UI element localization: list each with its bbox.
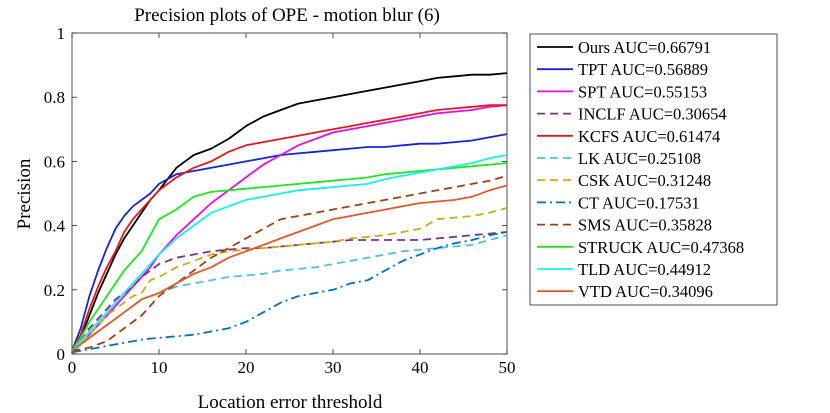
series-line-spt (71, 104, 508, 352)
series-line-kcfs (71, 104, 507, 352)
series-line-tpt (71, 133, 508, 352)
legend-label-vtd: VTD AUC=0.34096 (578, 282, 713, 301)
y-tick-label: 1 (57, 24, 66, 43)
legend-label-tld: TLD AUC=0.44912 (578, 260, 711, 279)
series-line-inclf (71, 231, 508, 352)
x-tick-label: 40 (412, 358, 429, 377)
y-tick-label: 0.8 (44, 88, 65, 107)
y-tick-label: 0 (57, 345, 66, 364)
x-axis-label: Location error threshold (198, 392, 383, 413)
series-line-tld (71, 154, 508, 352)
x-tick-label: 50 (499, 358, 516, 377)
series-line-ours (71, 72, 508, 352)
y-tick-label: 0.2 (44, 281, 65, 300)
legend-label-inclf: INCLF AUC=0.30654 (578, 105, 727, 124)
y-tick-label: 0.4 (44, 217, 66, 236)
legend-label-struck: STRUCK AUC=0.47368 (578, 238, 744, 257)
series-line-sms (71, 174, 508, 352)
y-axis-ticks: 0 0.2 0.4 0.6 0.8 1 (44, 24, 507, 364)
x-tick-label: 30 (325, 358, 342, 377)
plot-frame (71, 32, 508, 355)
series-line-struck (71, 162, 508, 352)
legend-label-spt: SPT AUC=0.55153 (578, 82, 707, 101)
x-axis-ticks: 0 10 20 30 40 50 (68, 33, 516, 377)
y-axis-label: Precision (14, 158, 35, 229)
legend-label-tpt: TPT AUC=0.56889 (578, 60, 708, 79)
series-line-csk (71, 207, 508, 352)
legend-label-ours: Ours AUC=0.66791 (578, 38, 711, 57)
series-layer (71, 72, 508, 354)
x-tick-label: 20 (238, 358, 255, 377)
legend: Ours AUC=0.66791 TPT AUC=0.56889 SPT AUC=0… (529, 33, 778, 306)
legend-label-kcfs: KCFS AUC=0.61474 (578, 127, 720, 146)
y-tick-label: 0.6 (44, 152, 65, 171)
x-tick-label: 0 (68, 358, 77, 377)
legend-label-sms: SMS AUC=0.35828 (578, 216, 712, 235)
legend-label-ct: CT AUC=0.17531 (578, 193, 700, 212)
legend-label-lk: LK AUC=0.25108 (578, 149, 701, 168)
x-tick-label: 10 (151, 358, 168, 377)
legend-label-csk: CSK AUC=0.31248 (578, 171, 711, 190)
chart-title: Precision plots of OPE - motion blur (6) (134, 5, 440, 26)
series-line-ct (71, 231, 508, 354)
series-line-vtd (71, 184, 508, 352)
legend-box (529, 33, 778, 306)
